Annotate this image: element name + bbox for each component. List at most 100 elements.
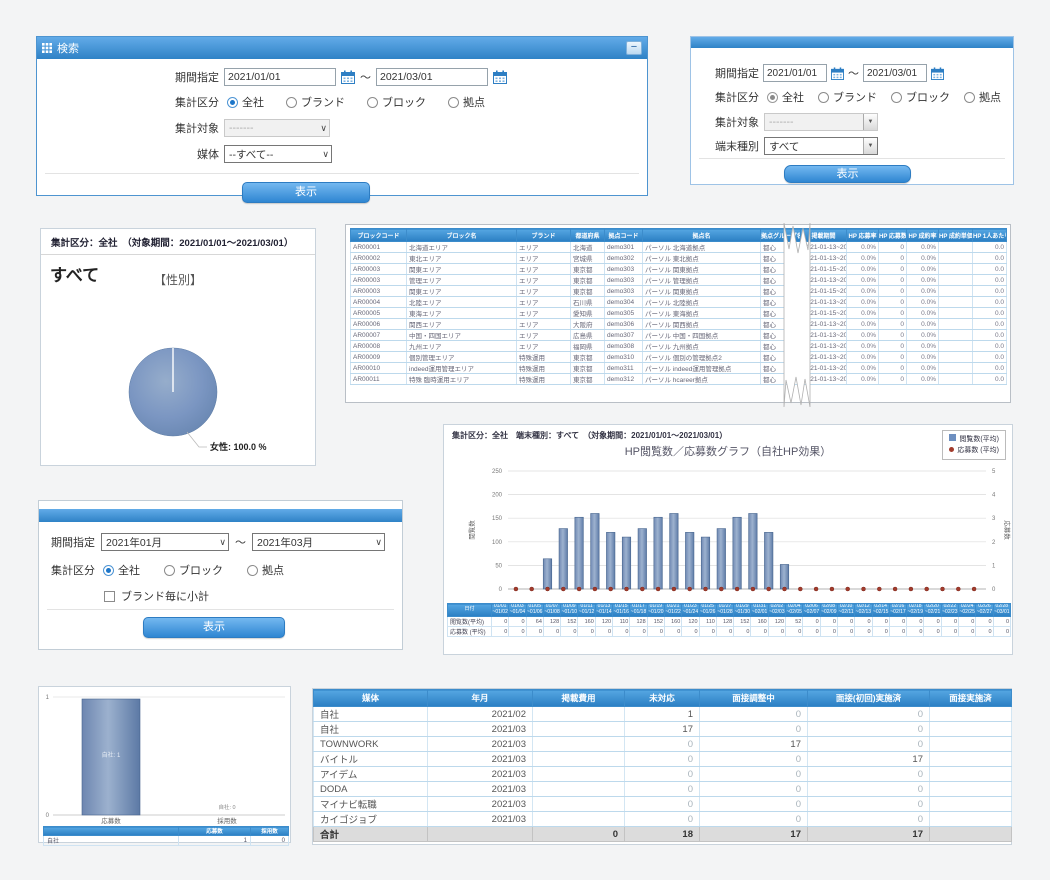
radio-option-拠点[interactable]: 拠点 [964,89,1001,105]
column-header: ブロック名 [406,228,517,242]
show-button[interactable]: 表示 [784,165,911,183]
radio-icon[interactable] [227,96,238,108]
cell: 0 [802,626,821,637]
cell: 0.0% [906,329,939,341]
period-from-input[interactable] [763,64,827,82]
table-row: TOWNWORK 2021/03 0 17 0 [313,736,1012,752]
cell: 0.0% [846,373,879,385]
cell: 自社 [313,706,428,722]
radio-option-ブランド[interactable]: ブランド [818,89,877,105]
calendar-icon[interactable] [493,70,507,84]
cell: パーソル 北海道拠点 [642,241,761,253]
cell: 0 [624,781,700,797]
cell: 個別管理エリア [406,351,517,363]
calendar-icon[interactable] [341,70,355,84]
cell [938,241,973,253]
radio-icon[interactable] [448,96,459,108]
data-point [956,586,961,592]
cell: demo307 [604,329,643,341]
brand-subtotal-checkbox[interactable] [104,590,115,602]
cell: 0 [958,616,977,627]
radio-icon[interactable] [286,96,297,108]
period-label: 期間指定 [51,537,95,549]
cell: 0.0% [846,340,879,352]
cell: 0 [525,626,544,637]
tilde-separator: ～ [848,68,859,80]
period-to-input[interactable] [863,64,927,82]
cell: 0 [878,252,907,264]
radio-icon[interactable] [164,564,175,576]
cell [427,826,533,842]
cell: 2021/03 [427,811,533,827]
cell: AR00008 [350,340,407,352]
cell [938,373,973,385]
column-header: 02/28 ~03/01 [992,603,1012,617]
data-point [592,586,598,592]
table-row: AR00007 中国・四国エリア エリア 広島県 demo307 パーソル 中国・四国拠点… [350,329,1007,341]
calendar-icon[interactable] [931,66,944,80]
column-header: 01/21 ~01/22 [663,603,683,617]
cell: 0 [624,751,700,767]
target-select[interactable]: ------- ∨ [224,119,330,137]
cell: 0 [992,626,1012,637]
cell: エリア [516,285,571,297]
radio-option-全社[interactable]: 全社 [767,89,804,105]
radio-label: 全社 [118,565,140,577]
svg-text:1: 1 [46,695,50,701]
cell: 0 [871,626,890,637]
cell: 1 [624,706,700,722]
radio-icon[interactable] [818,91,829,103]
cell: 0.0% [846,351,879,363]
minimize-button[interactable]: − [626,41,642,55]
radio-icon[interactable] [767,91,778,103]
cell: 0 [532,826,625,842]
cell: 0 [508,616,527,627]
radio-icon[interactable] [247,564,258,576]
radio-option-全社[interactable]: 全社 [103,562,140,578]
cell: 152 [646,616,665,627]
radio-icon[interactable] [367,96,378,108]
data-point [766,586,771,592]
cell: 0.0% [906,351,939,363]
category-label: 集計区分 [175,97,219,109]
calendar-icon[interactable] [831,66,844,80]
data-point [719,586,724,592]
show-button[interactable]: 表示 [143,617,285,638]
period-from-select[interactable]: 2021年01月 ∨ [101,533,229,551]
radio-icon[interactable] [103,564,114,576]
cell: 1 [178,835,251,846]
radio-option-ブランド[interactable]: ブランド [286,94,345,110]
cell: 0.0% [846,285,879,297]
radio-option-ブロック[interactable]: ブロック [891,89,950,105]
period-to-select[interactable]: 2021年03月 ∨ [252,533,385,551]
cell: AR00010 [350,362,407,374]
cell: 0 [560,626,579,637]
cell [929,736,1012,752]
media-select[interactable]: --すべて-- ∨ [224,145,332,163]
column-header: 02/14 ~02/15 [871,603,890,617]
period-from-input[interactable] [224,68,336,86]
cell: 160 [750,616,769,627]
radio-option-ブロック[interactable]: ブロック [367,94,426,110]
legend-dot-icon [949,446,955,452]
cell [929,751,1012,767]
applications-bar-chart: 1 0 自社: 1 自社: 0 応募数 採用数 [46,695,285,825]
radio-icon[interactable] [964,91,975,103]
radio-option-拠点[interactable]: 拠点 [247,562,284,578]
radio-option-拠点[interactable]: 拠点 [448,94,485,110]
radio-option-ブロック[interactable]: ブロック [164,562,223,578]
show-button[interactable]: 表示 [242,182,370,203]
cell: 0 [888,626,908,637]
svg-text:0: 0 [499,587,503,593]
target-select[interactable]: ------- ▼ [764,113,878,131]
radio-option-全社[interactable]: 全社 [227,94,264,110]
period-to-input[interactable] [376,68,488,86]
period-label: 期間指定 [715,68,759,80]
column-header: 01/05 ~01/06 [525,603,544,617]
terminal-select[interactable]: すべて ▼ [764,137,878,155]
column-header: HP 成約単価 [938,228,973,242]
radio-label: 全社 [242,97,264,109]
radio-icon[interactable] [891,91,902,103]
cell [938,318,973,330]
